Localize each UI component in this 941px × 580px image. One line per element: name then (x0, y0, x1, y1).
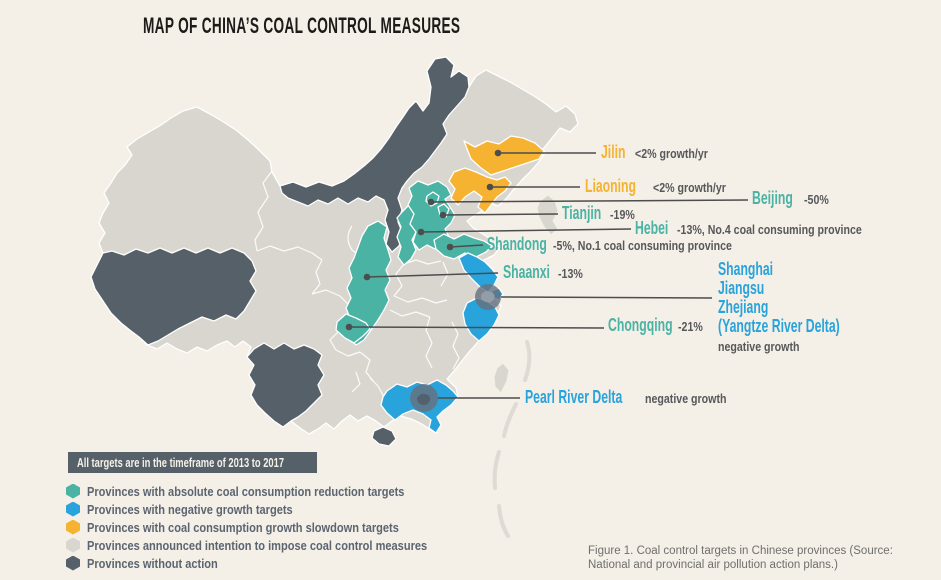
callout-shaanxi: Shaanxi -13% (503, 262, 583, 282)
callout-liaoning-value: <2% growth/yr (653, 181, 726, 195)
callout-chongqing-value: -21% (678, 320, 703, 334)
province-inner-mongolia (279, 56, 470, 253)
callout-shandong: Shandong -5%, No.1 coal consuming provin… (487, 234, 732, 254)
callout-dot-tianjin (439, 211, 447, 219)
callout-line-shaanxi (366, 272, 499, 278)
legend-label: Provinces with absolute coal consumption… (87, 483, 405, 499)
callout-pearl-river-delta: Pearl River Delta negative growth (525, 387, 726, 407)
callout-yangtze-line-jiangsu: Jiangsu (718, 278, 765, 298)
callout-tianjin-value: -19% (610, 208, 635, 222)
callout-dot-hebei (417, 228, 425, 236)
figure-caption-line2: National and provincial air pollution ac… (588, 559, 838, 571)
legend-swatch-yellow-hexagon-icon (66, 519, 80, 535)
callout-tianjin: Tianjin -19% (562, 203, 635, 223)
callout-line-hebei (420, 228, 632, 233)
callout-dot-chongqing (345, 323, 353, 331)
region-taiwan (493, 362, 510, 394)
province-chongqing (335, 313, 371, 344)
callout-shaanxi-name: Shaanxi (503, 262, 550, 282)
callout-shandong-name: Shandong (487, 234, 547, 254)
legend-label: Provinces announced intention to impose … (87, 537, 428, 553)
callout-dot-beijing (427, 198, 435, 206)
legend-label: Provinces without action (87, 555, 218, 571)
callout-beijing-value: -50% (804, 193, 829, 207)
callout-hebei: Hebei -13%, No.4 coal consuming province (635, 218, 862, 238)
callout-jilin-name: Jilin (601, 142, 626, 162)
legend-swatch-lightgray-hexagon-icon (66, 537, 80, 553)
callout-shaanxi-value: -13% (558, 267, 583, 281)
callout-pearl-value: negative growth (645, 392, 727, 406)
callout-yangtze-note: negative growth (718, 340, 800, 354)
callout-line-yangtze (500, 296, 713, 299)
timeframe-banner: All targets are in the timeframe of 2013… (68, 452, 317, 473)
callout-dot-jilin (494, 149, 502, 157)
figure-caption-line1: Figure 1. Coal control targets in Chines… (588, 545, 893, 557)
legend-item-absolute-reduction: Provinces with absolute coal consumption… (66, 482, 487, 500)
callout-beijing: Beijing -50% (752, 188, 829, 208)
callout-liaoning: Liaoning <2% growth/yr (585, 176, 726, 196)
legend-item-announced-intention: Provinces announced intention to impose … (66, 536, 487, 554)
callout-dots (345, 149, 502, 331)
nine-dash-line (492, 340, 532, 538)
legend-swatch-teal-hexagon-icon (66, 483, 80, 499)
legend-swatch-blue-hexagon-icon (66, 501, 80, 517)
callout-jilin-value: <2% growth/yr (635, 147, 708, 161)
province-shaanxi (344, 220, 392, 346)
callout-lines (348, 152, 749, 399)
callout-chongqing: Chongqing -21% (608, 315, 703, 335)
timeframe-banner-text: All targets are in the timeframe of 2013… (77, 455, 285, 470)
legend-item-growth-slowdown: Provinces with coal consumption growth s… (66, 518, 487, 536)
legend-item-negative-growth: Provinces with negative growth targets (66, 500, 487, 518)
page-title: MAP OF CHINA’S COAL CONTROL MEASURES (143, 13, 461, 38)
pearl-delta-marker (410, 384, 438, 412)
province-jilin (463, 135, 545, 176)
callout-line-tianjin (442, 213, 559, 216)
legend-label: Provinces with negative growth targets (87, 501, 293, 517)
callout-hebei-name: Hebei (635, 218, 669, 238)
callout-pearl-name: Pearl River Delta (525, 387, 623, 407)
provinces-without-action (90, 56, 470, 447)
callout-dot-shandong (446, 243, 454, 251)
callout-yangtze-line-shanghai: Shanghai (718, 259, 774, 279)
callout-beijing-name: Beijing (752, 188, 793, 208)
callout-chongqing-name: Chongqing (608, 315, 673, 335)
legend-item-without-action: Provinces without action (66, 554, 487, 572)
callout-yangtze-line-zhejiang: Zhejiang (718, 297, 769, 317)
figure-caption: Figure 1. Coal control targets in Chines… (588, 544, 893, 572)
province-tibet (90, 247, 257, 346)
callout-yangtze-line-delta: (Yangtze River Delta) (718, 316, 840, 336)
legend-swatch-slate-hexagon-icon (66, 555, 80, 571)
legend: Provinces with absolute coal consumption… (66, 482, 487, 572)
callout-yangtze-delta: Shanghai Jiangsu Zhejiang (Yangtze River… (718, 260, 897, 356)
province-yunnan (246, 342, 325, 428)
callout-dot-shaanxi (363, 273, 371, 281)
callout-jilin: Jilin <2% growth/yr (601, 142, 708, 162)
callout-shandong-value: -5%, No.1 coal consuming province (553, 239, 732, 253)
province-borders (254, 170, 460, 398)
callout-line-beijing (430, 199, 749, 203)
legend-label: Provinces with coal consumption growth s… (87, 519, 399, 535)
callout-line-chongqing (348, 326, 605, 329)
callout-dot-liaoning (486, 183, 494, 191)
callout-hebei-value: -13%, No.4 coal consuming province (677, 223, 862, 237)
callout-tianjin-name: Tianjin (562, 203, 602, 223)
callout-liaoning-name: Liaoning (585, 176, 636, 196)
province-liaoning (448, 167, 512, 214)
provinces-growth-slowdown (448, 135, 545, 214)
callout-line-shandong (449, 244, 484, 248)
yangtze-delta-marker (475, 284, 501, 310)
province-jiangsu (458, 252, 499, 293)
province-hainan (371, 426, 397, 447)
